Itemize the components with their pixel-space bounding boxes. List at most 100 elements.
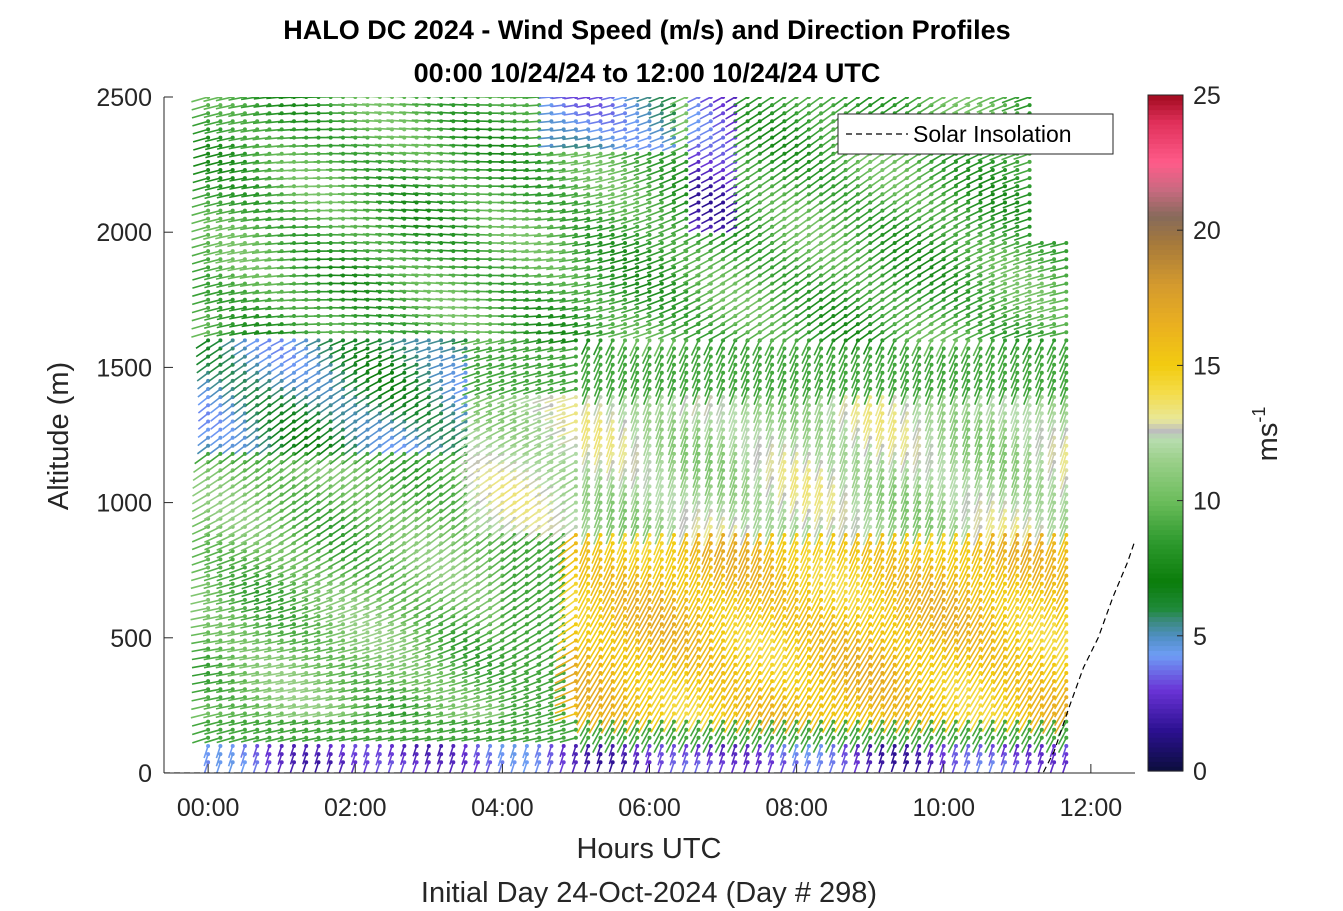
wind-vector xyxy=(279,493,295,506)
wind-vector xyxy=(191,193,209,200)
wind-vector-head xyxy=(206,597,211,602)
wind-vector-head xyxy=(206,119,211,124)
wind-vector-head xyxy=(230,200,235,205)
wind-vector xyxy=(263,704,282,710)
wind-vector-head xyxy=(218,127,223,132)
wind-vector-head xyxy=(488,703,493,708)
wind-vector-head xyxy=(439,403,444,408)
wind-vector xyxy=(227,266,246,272)
wind-vector-head xyxy=(279,671,284,675)
wind-vector-head xyxy=(500,378,505,383)
wind-vector xyxy=(196,372,209,382)
wind-vector-head xyxy=(206,159,211,164)
wind-vector xyxy=(233,388,246,399)
wind-vector-head xyxy=(524,735,529,740)
wind-vector-head xyxy=(451,346,456,351)
wind-vector-head xyxy=(206,419,211,424)
wind-vector-head xyxy=(206,581,211,586)
wind-vector xyxy=(194,453,209,465)
wind-vector-head xyxy=(206,265,211,270)
wind-vector-head xyxy=(512,387,517,391)
wind-vector xyxy=(218,461,234,474)
wind-vector xyxy=(522,128,540,132)
wind-vector-head xyxy=(414,338,419,343)
wind-vector-head xyxy=(439,744,444,748)
wind-vector-head xyxy=(512,362,517,367)
wind-vector-head xyxy=(230,727,235,732)
wind-vector xyxy=(252,161,270,165)
wind-vector-head xyxy=(206,541,211,546)
wind-vector xyxy=(191,258,209,265)
wind-vector-head xyxy=(267,589,272,594)
wind-vector-head xyxy=(390,346,394,351)
wind-vector xyxy=(240,226,258,231)
wind-vector xyxy=(252,234,270,238)
wind-vector xyxy=(257,388,270,398)
wind-vector-head xyxy=(230,679,235,684)
wind-vector-head xyxy=(230,346,235,351)
wind-vector xyxy=(216,282,233,288)
wind-vector-head xyxy=(206,208,211,213)
wind-vector-head xyxy=(242,638,247,643)
wind-vector xyxy=(204,128,221,135)
wind-vector xyxy=(239,680,258,685)
wind-vector-head xyxy=(524,427,529,432)
wind-vector xyxy=(263,688,282,694)
wind-vector-head xyxy=(230,760,235,765)
wind-vector-head xyxy=(512,346,517,351)
wind-vector-head xyxy=(304,735,309,740)
wind-vector-head xyxy=(230,289,235,294)
chart-title-line-2: 00:00 10/24/24 to 12:00 10/24/24 UTC xyxy=(414,58,881,88)
wind-vector xyxy=(191,250,209,257)
wind-vector-head xyxy=(426,671,431,675)
wind-vector-head xyxy=(206,273,211,278)
wind-vector-head xyxy=(218,744,223,748)
wind-vector xyxy=(227,745,234,759)
wind-vector-head xyxy=(402,638,407,643)
wind-vector xyxy=(202,615,221,621)
wind-vector-head xyxy=(328,622,333,627)
wind-vector xyxy=(227,623,246,629)
wind-vector-head xyxy=(304,589,309,594)
wind-vector xyxy=(205,469,221,482)
wind-vector xyxy=(220,364,234,374)
wind-vector xyxy=(230,469,246,482)
wind-vector xyxy=(240,299,258,304)
wind-vector xyxy=(269,388,283,398)
wind-vector-head xyxy=(292,630,296,635)
wind-vector xyxy=(241,566,258,575)
wind-vector-head xyxy=(230,614,235,619)
wind-vector-head xyxy=(439,671,444,675)
wind-vector-head xyxy=(475,403,480,408)
wind-vector xyxy=(215,639,233,645)
wind-vector-head xyxy=(218,378,223,383)
wind-vector-head xyxy=(292,687,296,692)
wind-vector xyxy=(191,550,209,558)
wind-vector-head xyxy=(402,744,407,748)
wind-vector-head xyxy=(475,687,480,692)
wind-vector-head xyxy=(341,362,345,367)
wind-vector xyxy=(215,104,233,110)
wind-vector-head xyxy=(316,597,321,602)
wind-vector-head xyxy=(206,411,211,416)
wind-vector-head xyxy=(255,589,260,594)
wind-vector xyxy=(220,339,234,349)
wind-vector-head xyxy=(451,695,456,700)
wind-vector-head xyxy=(549,387,554,391)
wind-vector xyxy=(257,404,270,415)
wind-vector-head xyxy=(500,671,505,675)
wind-vector xyxy=(233,380,246,390)
wind-vector-head xyxy=(524,346,529,351)
wind-vector-head xyxy=(206,378,211,383)
wind-vector-head xyxy=(500,362,505,367)
wind-vector xyxy=(209,437,221,447)
wind-vector-head xyxy=(242,744,247,748)
wind-vector-head xyxy=(451,411,456,416)
wind-vector xyxy=(222,428,234,439)
wind-vector xyxy=(193,461,209,474)
wind-vector-head xyxy=(230,273,235,278)
wind-vector-head xyxy=(242,719,247,724)
wind-vector xyxy=(252,282,270,287)
wind-vector xyxy=(282,355,295,364)
wind-vector-head xyxy=(512,395,517,400)
